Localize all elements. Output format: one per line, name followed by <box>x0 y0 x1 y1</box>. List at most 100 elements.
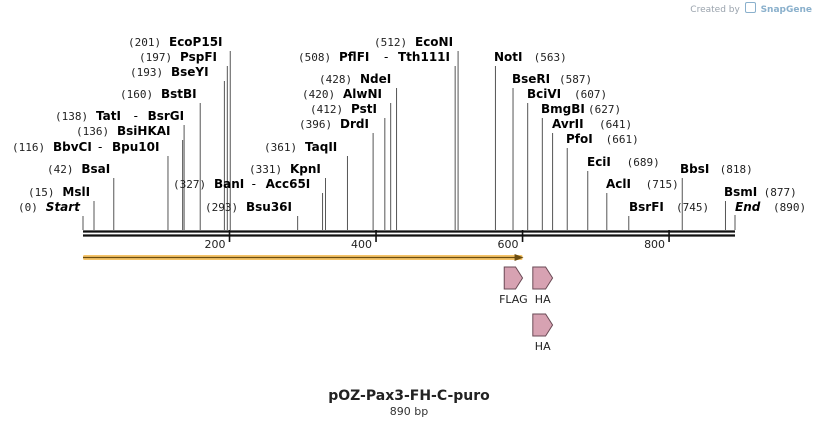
site-position: (331) <box>249 163 282 176</box>
site-name: BstBI <box>161 87 197 101</box>
site-position: (361) <box>264 141 297 154</box>
site-label-pspfi[interactable]: (197) PspFI <box>139 50 217 64</box>
site-label-bbvci[interactable]: (116) BbvCI - Bpu10I <box>12 140 159 154</box>
site-name: TaqII <box>305 140 337 154</box>
site-label-bsu36i[interactable]: (293) Bsu36I <box>205 200 292 214</box>
site-position: (689) <box>627 156 660 169</box>
site-name: BsrFI <box>629 200 664 214</box>
site-position: (136) <box>76 125 109 138</box>
site-name: PfoI <box>566 132 593 146</box>
site-label-bsihkai[interactable]: (136) BsiHKAI <box>76 124 171 138</box>
feature-label-ha: HA <box>535 293 551 306</box>
site-position: (0) <box>18 201 38 214</box>
site-name: EcoP15I <box>169 35 223 49</box>
scale-tick-label: 400 <box>351 238 372 251</box>
site-label-bsmi[interactable]: BsmI (877) <box>724 185 797 199</box>
site-alt-name: Bpu10I <box>112 140 159 154</box>
site-name: BsaI <box>81 162 110 176</box>
scale-tick-label: 200 <box>205 238 226 251</box>
site-label-pfoi[interactable]: PfoI (661) <box>566 132 639 146</box>
site-alt-name: BsrGI <box>148 109 185 123</box>
site-name: AclI <box>606 177 631 191</box>
site-label-pflfi[interactable]: (508) PflFI - Tth111I <box>298 50 450 64</box>
feature-label-flag: FLAG <box>499 293 528 306</box>
site-label-end[interactable]: End (890) <box>735 200 806 214</box>
site-label-bani[interactable]: (327) BanI - Acc65I <box>173 177 310 191</box>
site-alt-name: Tth111I <box>398 50 450 64</box>
site-position: (890) <box>773 201 806 214</box>
site-label-bseyi[interactable]: (193) BseYI <box>130 65 209 79</box>
backbone <box>83 230 735 237</box>
site-position: (508) <box>298 51 331 64</box>
snapgene-logo-icon <box>744 2 756 13</box>
site-position: (745) <box>676 201 709 214</box>
feature-arrow-ha[interactable] <box>532 266 554 290</box>
site-label-acli[interactable]: AclI (715) <box>606 177 679 191</box>
site-label-bstbi[interactable]: (160) BstBI <box>120 87 197 101</box>
site-dash: - <box>134 109 138 123</box>
site-label-ecii[interactable]: EciI (689) <box>587 155 660 169</box>
site-label-tati[interactable]: (138) TatI - BsrGI <box>55 109 184 123</box>
site-dash: - <box>252 177 256 191</box>
site-label-noti[interactable]: NotI (563) <box>494 50 567 64</box>
site-label-bbsi[interactable]: BbsI (818) <box>680 162 753 176</box>
site-position: (15) <box>28 186 55 199</box>
site-name: MslI <box>62 185 90 199</box>
site-dash: - <box>384 50 388 64</box>
site-label-msli[interactable]: (15) MslI <box>28 185 90 199</box>
site-label-bseri[interactable]: BseRI (587) <box>512 72 592 86</box>
site-position: (587) <box>559 73 592 86</box>
credit-prefix: Created by <box>690 5 740 15</box>
site-position: (715) <box>646 178 679 191</box>
site-dash: - <box>98 140 102 154</box>
site-name: Start <box>46 200 81 214</box>
site-position: (512) <box>374 36 407 49</box>
plasmid-name: pOZ-Pax3-FH-C-puro <box>328 388 490 404</box>
site-label-bsai[interactable]: (42) BsaI <box>47 162 110 176</box>
site-label-ndei[interactable]: (428) NdeI <box>319 72 391 86</box>
site-name: BanI <box>214 177 244 191</box>
site-name: BbvCI <box>53 140 92 154</box>
site-label-psti[interactable]: (412) PstI <box>310 102 377 116</box>
site-labels: (0) Start(15) MslI (42) BsaI (116) BbvCI - Bpu10… <box>12 35 806 214</box>
site-name: TatI <box>96 109 121 123</box>
site-position: (138) <box>55 110 88 123</box>
site-position: (627) <box>588 103 621 116</box>
site-label-bmgbi[interactable]: BmgBI (627) <box>541 102 621 116</box>
site-name: Bsu36I <box>246 200 292 214</box>
site-position: (327) <box>173 178 206 191</box>
site-label-econi[interactable]: (512) EcoNI <box>374 35 453 49</box>
site-name: DrdI <box>340 117 369 131</box>
site-label-start[interactable]: (0) Start <box>18 200 81 214</box>
site-position: (396) <box>299 118 332 131</box>
site-name: BseRI <box>512 72 550 86</box>
feature-label-ha: HA <box>535 340 551 353</box>
site-name: PstI <box>351 102 377 116</box>
site-label-alwni[interactable]: (420) AlwNI <box>302 87 382 101</box>
site-label-ecop15i[interactable]: (201) EcoP15I <box>128 35 223 49</box>
plasmid-length: 890 bp <box>389 405 429 418</box>
scale-tick-label: 600 <box>498 238 519 251</box>
site-name: PspFI <box>180 50 217 64</box>
site-name: EcoNI <box>415 35 453 49</box>
site-label-kpni[interactable]: (331) KpnI <box>249 162 321 176</box>
features-track: FLAG HA HA <box>83 254 554 353</box>
site-label-taqii[interactable]: (361) TaqII <box>264 140 337 154</box>
site-position: (197) <box>139 51 172 64</box>
sequence-map: 200 400 600 800 (0) Start(15) MslI (42) BsaI (11… <box>12 35 806 353</box>
site-name: BsmI <box>724 185 757 199</box>
site-position: (428) <box>319 73 352 86</box>
site-label-bcivi[interactable]: BciVI (607) <box>527 87 607 101</box>
site-label-drdi[interactable]: (396) DrdI <box>299 117 369 131</box>
site-label-avrii[interactable]: AvrII (641) <box>552 117 632 131</box>
site-position: (877) <box>764 186 797 199</box>
feature-arrow-flag[interactable] <box>503 266 524 290</box>
site-position: (563) <box>534 51 567 64</box>
scale-tick-label: 800 <box>644 238 665 251</box>
site-position: (641) <box>599 118 632 131</box>
site-name: BseYI <box>171 65 209 79</box>
site-position: (818) <box>720 163 753 176</box>
feature-arrow-ha[interactable] <box>532 313 554 337</box>
site-label-bsrfi[interactable]: BsrFI (745) <box>629 200 709 214</box>
site-name: PflFI <box>339 50 369 64</box>
